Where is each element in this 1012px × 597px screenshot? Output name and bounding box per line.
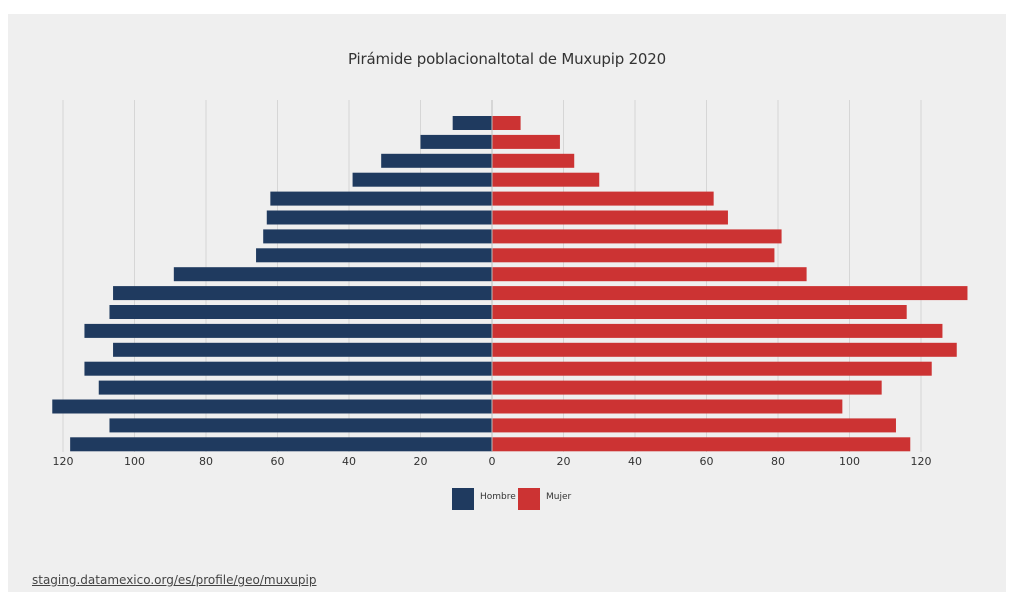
bar-mujer[interactable]: [492, 437, 911, 452]
bar-hombre[interactable]: [84, 361, 492, 376]
bar-mujer[interactable]: [492, 172, 600, 187]
bar-mujer[interactable]: [492, 191, 714, 206]
bar-hombre[interactable]: [173, 267, 492, 282]
x-tick-label: 20: [414, 455, 428, 468]
bar-mujer[interactable]: [492, 267, 807, 282]
bar-hombre[interactable]: [270, 191, 492, 206]
bar-hombre[interactable]: [52, 399, 493, 414]
bar-hombre[interactable]: [109, 418, 492, 433]
bar-hombre[interactable]: [113, 342, 493, 357]
bar-hombre[interactable]: [263, 229, 492, 244]
legend-swatch-hombre: [452, 488, 474, 510]
x-tick-label: 60: [700, 455, 714, 468]
bar-mujer[interactable]: [492, 116, 521, 130]
bar-mujer[interactable]: [492, 210, 728, 225]
bar-hombre[interactable]: [452, 116, 492, 130]
bar-hombre[interactable]: [352, 172, 492, 187]
bar-hombre[interactable]: [420, 134, 493, 149]
bar-hombre[interactable]: [381, 153, 492, 168]
bar-mujer[interactable]: [492, 286, 968, 301]
bar-mujer[interactable]: [492, 380, 882, 395]
x-tick-label: 100: [124, 455, 145, 468]
bar-hombre[interactable]: [84, 323, 492, 338]
x-tick-label: 20: [557, 455, 571, 468]
x-tick-label: 120: [911, 455, 932, 468]
pyramid-chart: 120 100 80 60 40 20 0 20 40 60 80 100 120: [52, 100, 968, 468]
bar-hombre[interactable]: [113, 286, 493, 301]
bar-mujer[interactable]: [492, 153, 575, 168]
bar-mujer[interactable]: [492, 342, 957, 357]
bar-hombre[interactable]: [256, 248, 492, 263]
legend-swatch-mujer: [518, 488, 540, 510]
bar-mujer[interactable]: [492, 305, 907, 319]
chart-title: Pirámide poblacionaltotal de Muxupip 202…: [348, 50, 666, 68]
bar-mujer[interactable]: [492, 229, 782, 244]
x-tick-label: 40: [342, 455, 356, 468]
x-tick-label: 80: [771, 455, 785, 468]
bar-hombre[interactable]: [98, 380, 492, 395]
x-tick-label: 0: [489, 455, 496, 468]
source-link[interactable]: staging.datamexico.org/es/profile/geo/mu…: [32, 573, 317, 587]
chart-container: Pirámide poblacionaltotal de Muxupip 202…: [8, 14, 1006, 592]
bar-mujer[interactable]: [492, 418, 896, 433]
x-tick-label: 60: [271, 455, 285, 468]
bar-mujer[interactable]: [492, 323, 943, 338]
bar-mujer[interactable]: [492, 134, 560, 149]
legend-label-mujer: Mujer: [546, 492, 572, 502]
bar-hombre[interactable]: [109, 305, 492, 319]
x-tick-label: 80: [199, 455, 213, 468]
bar-hombre[interactable]: [70, 437, 493, 452]
x-tick-label: 40: [628, 455, 642, 468]
bar-mujer[interactable]: [492, 399, 843, 414]
x-tick-label: 100: [839, 455, 860, 468]
legend-label-hombre: Hombre: [480, 492, 516, 502]
bar-mujer[interactable]: [492, 248, 775, 263]
bar-mujer[interactable]: [492, 361, 932, 376]
bar-hombre[interactable]: [266, 210, 492, 225]
x-tick-label: 120: [53, 455, 74, 468]
